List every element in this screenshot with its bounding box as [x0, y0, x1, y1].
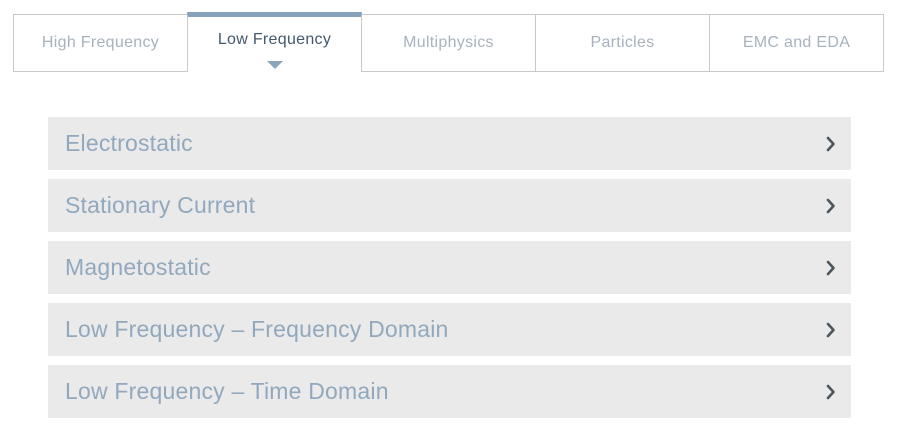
tab-label: Low Frequency: [217, 30, 332, 48]
accordion-item-electrostatic[interactable]: Electrostatic: [48, 117, 851, 170]
tab-high-frequency[interactable]: High Frequency: [13, 14, 188, 72]
tab-label: EMC and EDA: [742, 34, 851, 51]
chevron-right-icon: [826, 136, 835, 151]
triangle-down-icon: [266, 61, 283, 69]
accordion-item-magnetostatic[interactable]: Magnetostatic: [48, 241, 851, 294]
tab-emc-and-eda[interactable]: EMC and EDA: [709, 14, 884, 72]
tab-label: High Frequency: [41, 34, 160, 51]
tab-multiphysics[interactable]: Multiphysics: [361, 14, 536, 72]
tab-label: Multiphysics: [403, 34, 494, 51]
accordion-item-stationary-current[interactable]: Stationary Current: [48, 179, 851, 232]
tab-bar: High Frequency Low Frequency Multiphysic…: [13, 12, 884, 72]
tab-label: Particles: [590, 34, 655, 51]
chevron-right-icon: [826, 384, 835, 399]
accordion-item-label: Low Frequency – Frequency Domain: [65, 316, 449, 342]
accordion-item-label: Stationary Current: [65, 192, 256, 218]
accordion-item-label: Magnetostatic: [65, 254, 211, 280]
accordion-item-low-frequency-time-domain[interactable]: Low Frequency – Time Domain: [48, 365, 851, 418]
accordion-item-label: Electrostatic: [65, 130, 193, 156]
tab-particles[interactable]: Particles: [535, 14, 710, 72]
accordion-item-low-frequency-frequency-domain[interactable]: Low Frequency – Frequency Domain: [48, 303, 851, 356]
accordion-list: Electrostatic Stationary Current Magneto…: [48, 117, 851, 427]
chevron-right-icon: [826, 198, 835, 213]
chevron-right-icon: [826, 260, 835, 275]
chevron-right-icon: [826, 322, 835, 337]
tab-low-frequency[interactable]: Low Frequency: [187, 12, 362, 72]
accordion-item-label: Low Frequency – Time Domain: [65, 378, 389, 404]
